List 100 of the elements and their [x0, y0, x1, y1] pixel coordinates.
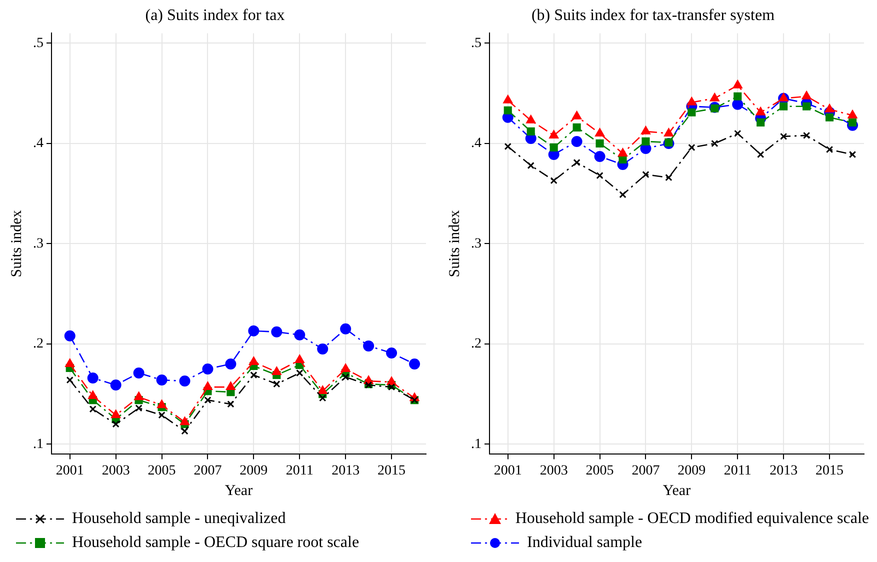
chart-title: (a) Suits index for tax	[145, 6, 285, 24]
point	[135, 404, 142, 412]
point	[573, 158, 580, 166]
point	[248, 325, 260, 336]
x-tick-label: 2015	[816, 463, 844, 478]
point	[596, 172, 604, 180]
point	[711, 140, 718, 148]
point	[64, 330, 76, 342]
y-tick-label: .4	[471, 136, 482, 152]
point	[756, 106, 766, 116]
legend-label: Household sample - OECD modified equivalence scale	[515, 510, 869, 528]
point	[340, 364, 350, 372]
point	[319, 394, 326, 402]
point	[158, 412, 166, 419]
point	[88, 390, 98, 400]
point	[226, 382, 236, 390]
point	[826, 113, 834, 122]
point	[342, 373, 350, 381]
x-tick-label: 2009	[240, 463, 268, 478]
point	[386, 347, 398, 358]
point	[65, 358, 75, 367]
point	[619, 191, 626, 198]
y-tick-label: .2	[33, 336, 44, 352]
point	[848, 110, 858, 118]
point	[572, 110, 582, 120]
point	[181, 428, 188, 435]
y-axis-title: Suits index	[446, 210, 463, 278]
point	[318, 386, 328, 394]
point	[732, 98, 744, 110]
point	[594, 150, 606, 162]
point	[204, 396, 212, 404]
point	[156, 374, 168, 386]
chart-title: (b) Suits index for tax-transfer system	[531, 6, 776, 24]
y-tick-label: .4	[33, 136, 44, 152]
y-tick-label: .3	[33, 236, 44, 252]
point	[780, 132, 788, 140]
point	[409, 358, 420, 370]
point	[665, 174, 672, 182]
legend-label: Individual sample	[527, 534, 642, 552]
point	[710, 104, 719, 112]
point	[734, 130, 742, 138]
x-axis-title: Year	[224, 482, 253, 499]
point	[710, 92, 720, 102]
y-tick-label: .5	[33, 36, 44, 51]
point	[848, 150, 856, 158]
point	[156, 400, 167, 408]
point	[778, 92, 788, 102]
point	[688, 108, 696, 116]
point	[133, 368, 144, 379]
y-tick-label: .2	[471, 336, 482, 352]
point	[594, 128, 605, 136]
legend-label: Household sample - OECD square root scale	[72, 534, 360, 552]
point	[386, 376, 396, 386]
point	[526, 127, 535, 136]
point	[756, 118, 765, 126]
x-tick-label: 2015	[378, 463, 406, 478]
legend-label: Household sample - uneqivalized	[72, 510, 286, 528]
point	[227, 400, 234, 408]
x-tick-label: 2001	[494, 463, 522, 478]
x-tick-label: 2007	[194, 463, 222, 478]
point	[802, 90, 812, 100]
point	[550, 176, 558, 184]
point	[757, 150, 764, 158]
point	[848, 118, 857, 126]
point	[296, 369, 304, 377]
point	[802, 132, 810, 140]
point	[225, 358, 236, 370]
x-tick-label: 2007	[632, 463, 660, 478]
point	[734, 92, 742, 100]
point	[688, 144, 696, 152]
point	[640, 126, 651, 134]
point	[317, 343, 328, 354]
point	[89, 406, 96, 413]
point	[112, 420, 120, 428]
point	[87, 372, 98, 384]
point	[618, 148, 628, 156]
point	[802, 102, 811, 110]
y-tick-label: .5	[471, 36, 482, 51]
point	[824, 104, 834, 112]
point	[549, 130, 559, 138]
point	[526, 114, 536, 124]
point	[66, 376, 74, 384]
x-tick-label: 2011	[286, 463, 314, 478]
point	[294, 329, 306, 340]
point	[550, 143, 558, 152]
point	[272, 366, 282, 376]
x-tick-label: 2005	[148, 463, 176, 478]
x-tick-label: 2003	[102, 463, 130, 478]
x-tick-label: 2005	[586, 463, 614, 478]
y-tick-label: .3	[471, 236, 482, 252]
point	[202, 364, 214, 374]
y-tick-label: .1	[33, 436, 44, 452]
point	[504, 142, 512, 150]
point	[503, 94, 513, 104]
x-tick-label: 2001	[56, 463, 84, 478]
point	[179, 376, 190, 387]
x-tick-label: 2013	[770, 463, 798, 478]
point	[780, 102, 788, 110]
point	[504, 106, 512, 114]
point	[202, 382, 213, 390]
